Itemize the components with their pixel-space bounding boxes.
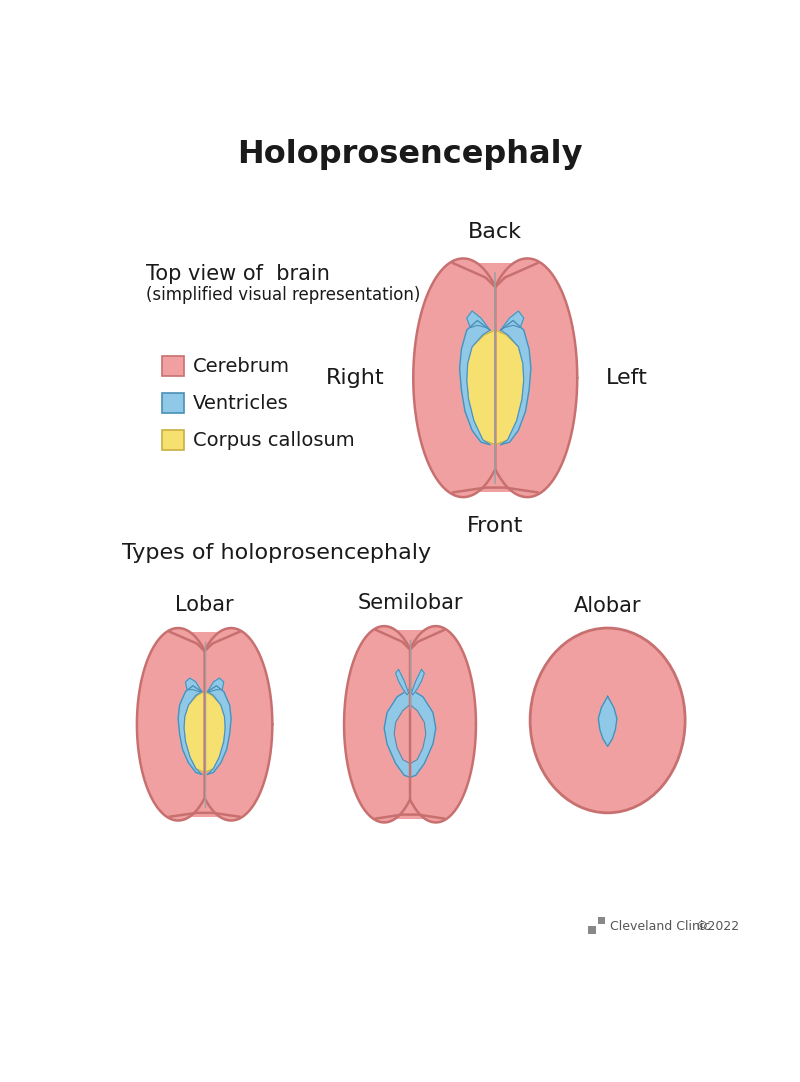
FancyBboxPatch shape (598, 916, 606, 924)
Polygon shape (178, 686, 202, 775)
Text: Back: Back (468, 222, 522, 241)
Ellipse shape (530, 628, 685, 813)
Text: Types of holoprosencephaly: Types of holoprosencephaly (122, 543, 431, 564)
Polygon shape (384, 689, 436, 777)
Text: Top view of  brain: Top view of brain (146, 264, 330, 283)
FancyBboxPatch shape (162, 431, 184, 450)
Text: Right: Right (326, 368, 385, 387)
FancyBboxPatch shape (463, 263, 527, 492)
Text: Cleveland Clinic: Cleveland Clinic (610, 920, 710, 933)
Text: Left: Left (606, 368, 648, 387)
Text: Holoprosencephaly: Holoprosencephaly (238, 138, 582, 170)
Polygon shape (207, 678, 224, 691)
FancyBboxPatch shape (384, 630, 436, 818)
Polygon shape (466, 330, 524, 445)
Text: (simplified visual representation): (simplified visual representation) (146, 286, 421, 304)
Polygon shape (184, 691, 226, 773)
Polygon shape (207, 686, 231, 775)
Text: Semilobar: Semilobar (358, 593, 462, 612)
FancyBboxPatch shape (162, 393, 184, 413)
Polygon shape (394, 704, 426, 764)
Polygon shape (186, 678, 202, 691)
Text: Ventricles: Ventricles (193, 394, 289, 412)
Polygon shape (466, 311, 490, 330)
Ellipse shape (137, 628, 219, 820)
Ellipse shape (478, 259, 578, 497)
FancyBboxPatch shape (162, 356, 184, 377)
Polygon shape (598, 697, 617, 747)
Polygon shape (411, 670, 424, 695)
Ellipse shape (396, 626, 476, 822)
Polygon shape (501, 311, 524, 330)
Text: ©2022: ©2022 (695, 920, 739, 933)
Text: Lobar: Lobar (175, 595, 234, 615)
Polygon shape (396, 670, 409, 695)
Text: Front: Front (467, 516, 523, 537)
Text: Corpus callosum: Corpus callosum (193, 431, 354, 450)
Ellipse shape (414, 259, 513, 497)
FancyBboxPatch shape (588, 926, 596, 934)
Ellipse shape (344, 626, 424, 822)
Polygon shape (501, 320, 531, 445)
Polygon shape (459, 320, 490, 445)
Ellipse shape (190, 628, 272, 820)
FancyBboxPatch shape (178, 632, 231, 817)
Text: Alobar: Alobar (574, 596, 642, 616)
Text: Cerebrum: Cerebrum (193, 357, 290, 375)
